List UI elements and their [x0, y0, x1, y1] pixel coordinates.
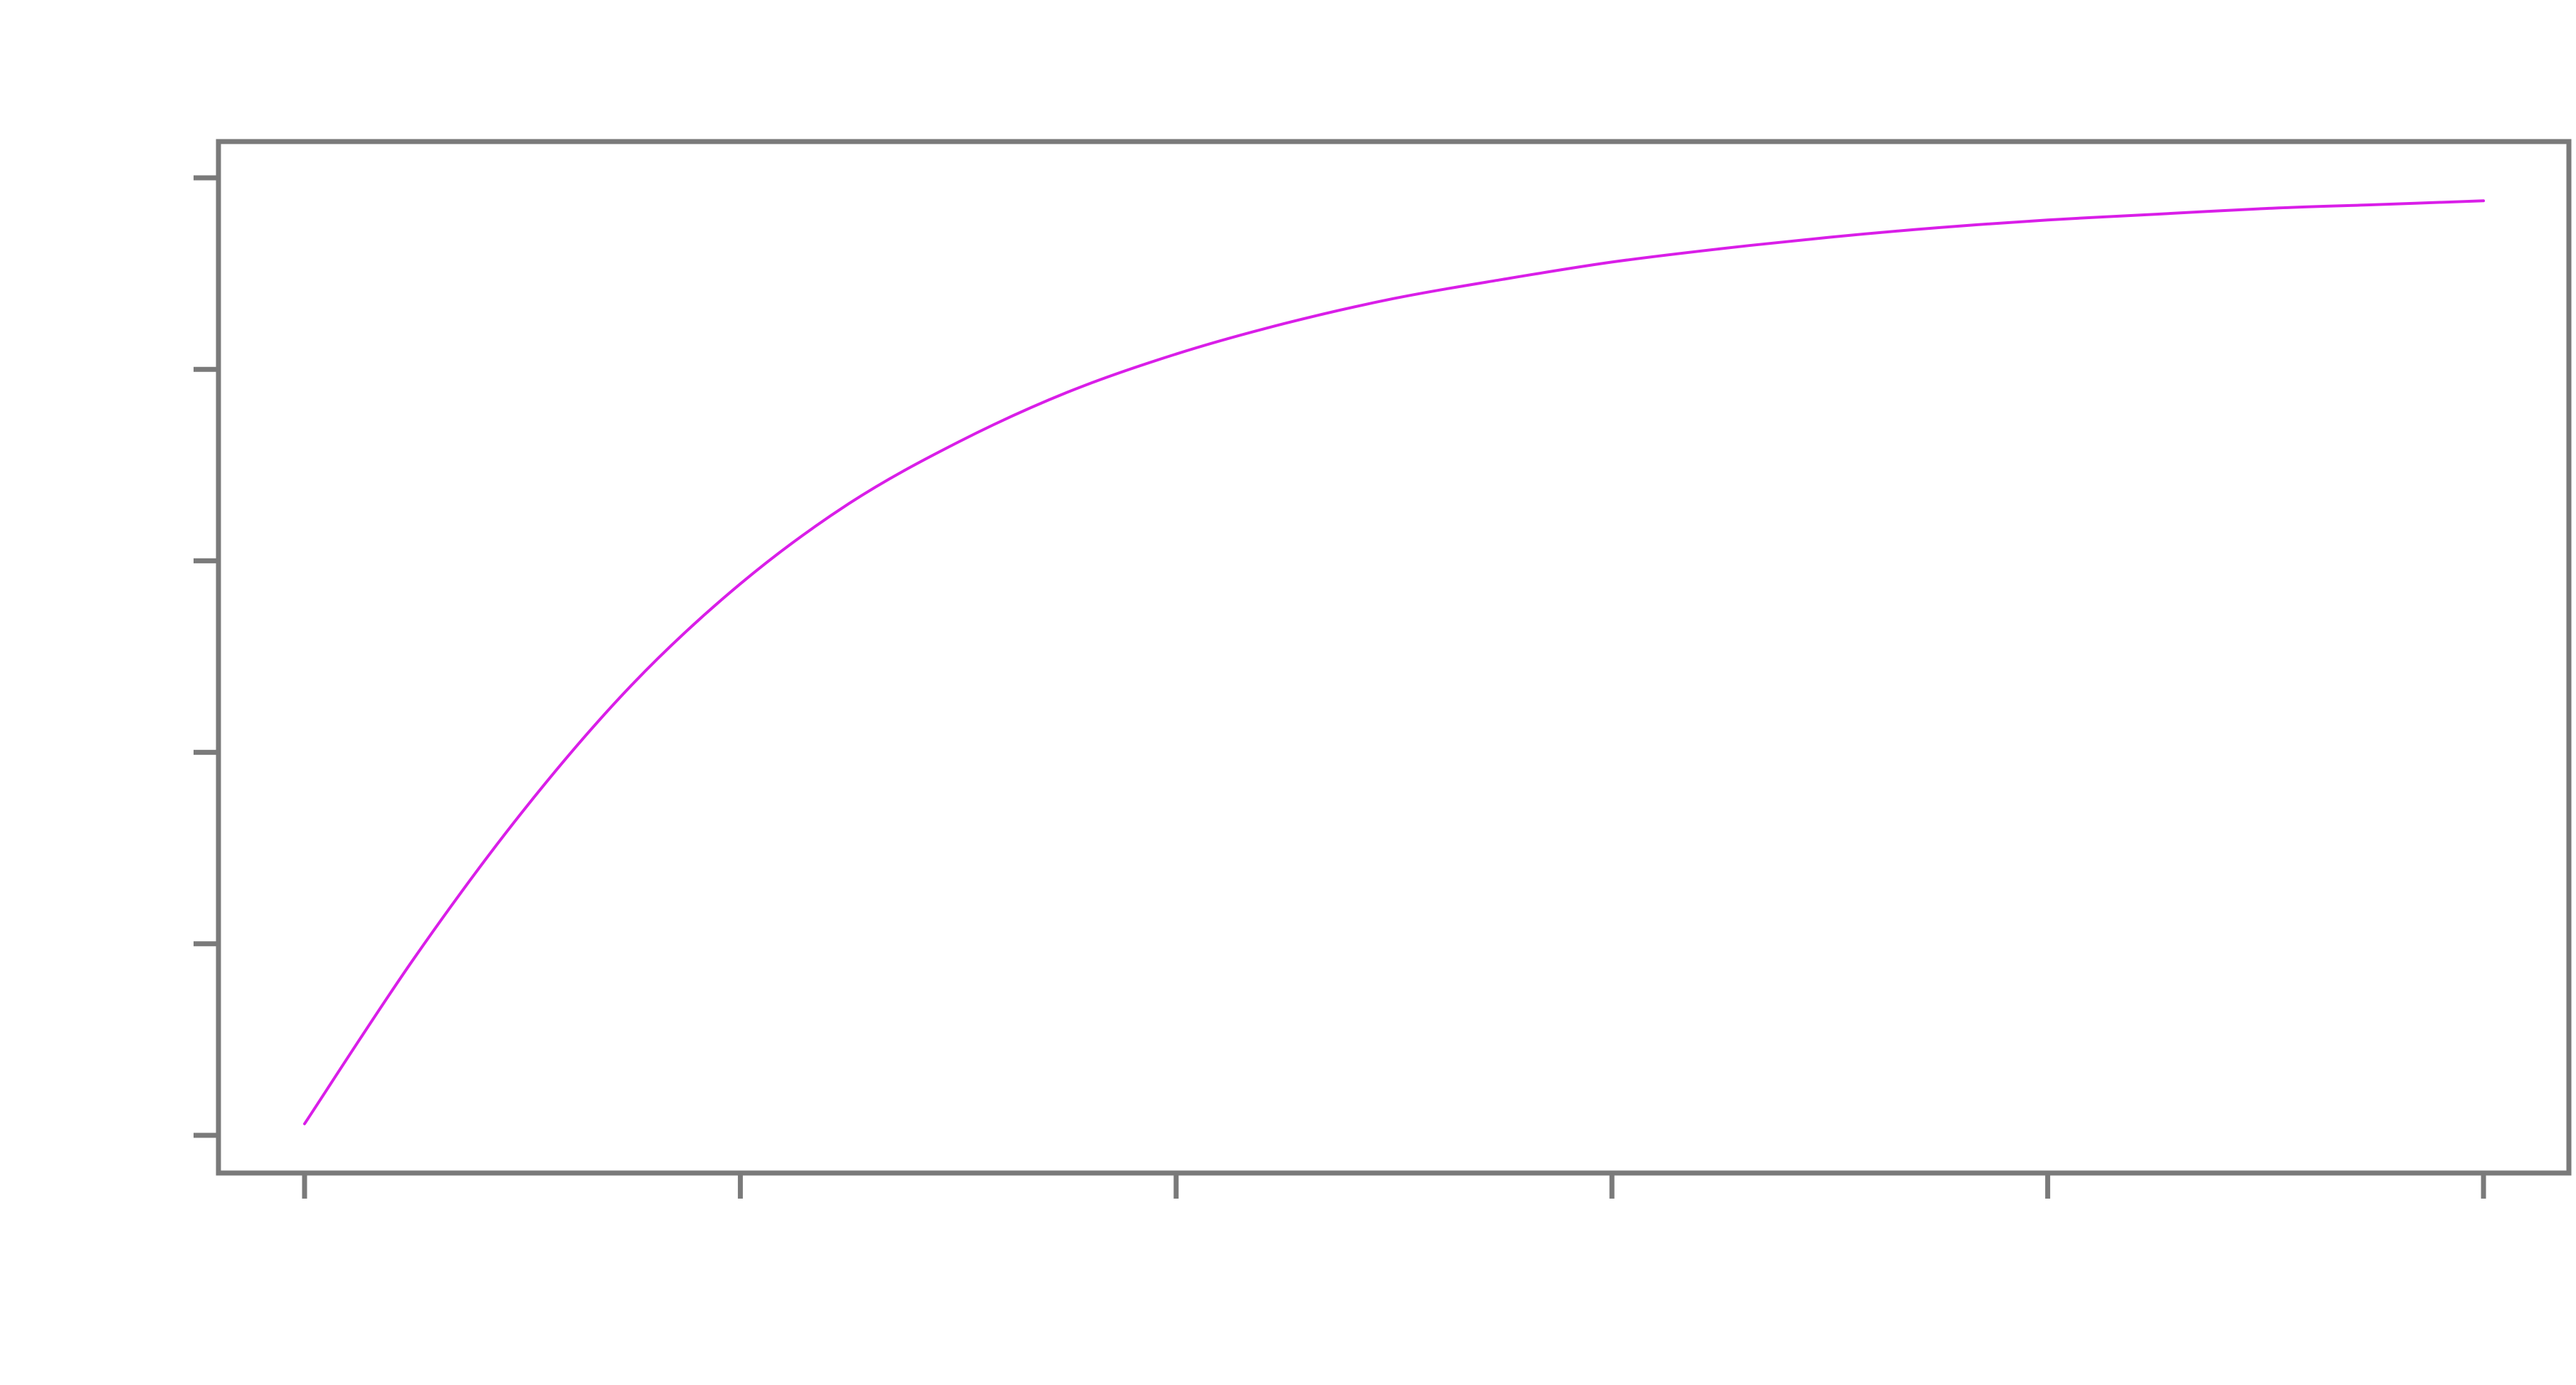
- plot-series: [303, 199, 2485, 1125]
- plot-frame: [216, 139, 2572, 1176]
- y-axis-ticks: [194, 175, 218, 1138]
- series-line-0: [303, 199, 2485, 1125]
- x-axis-ticks: [302, 1173, 2486, 1199]
